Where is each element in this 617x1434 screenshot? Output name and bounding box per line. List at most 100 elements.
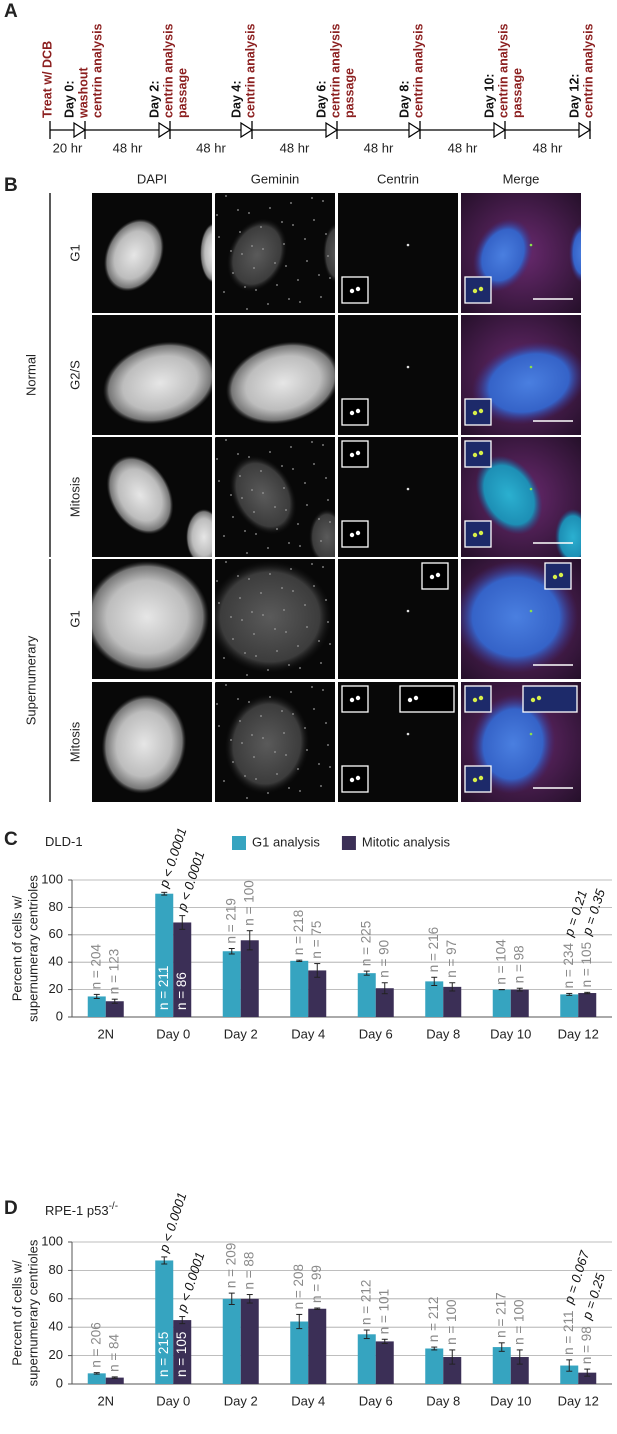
speckle <box>299 301 301 303</box>
speckle <box>251 734 253 736</box>
row-label: G1 <box>67 610 82 627</box>
centriole <box>355 775 361 781</box>
speckle <box>223 780 225 782</box>
n-label: n = 105 <box>174 1332 189 1377</box>
speckle <box>329 521 331 523</box>
speckle <box>225 561 227 563</box>
speckle <box>318 640 320 642</box>
panel-letter: C <box>4 829 18 850</box>
centriole <box>406 732 410 736</box>
speckle <box>223 535 225 537</box>
centriole <box>558 572 564 578</box>
speckle <box>329 277 331 279</box>
speckle <box>239 475 241 477</box>
centriole <box>349 288 355 294</box>
speckle <box>251 489 253 491</box>
n-label: n = 225 <box>358 921 373 966</box>
event-note: centrin analysis <box>328 23 342 118</box>
nucleus <box>101 694 187 794</box>
x-tick-label: Day 10 <box>490 1026 531 1041</box>
speckle <box>325 233 327 235</box>
inset-box <box>341 685 369 713</box>
n-label: n = 206 <box>88 1322 103 1367</box>
inset-box <box>464 765 492 793</box>
micrograph <box>338 315 458 435</box>
inset-box <box>464 398 492 426</box>
n-label: n = 98 <box>511 945 526 983</box>
column-header: DAPI <box>137 171 167 186</box>
n-label: n = 204 <box>88 943 103 989</box>
timeline-arrow <box>325 121 339 139</box>
bar <box>492 1347 511 1384</box>
column-header: Centrin <box>377 171 419 186</box>
speckle <box>306 626 308 628</box>
speckle <box>313 463 315 465</box>
centriole <box>472 452 478 458</box>
nucleus <box>229 455 297 535</box>
speckle <box>253 633 255 635</box>
centriole <box>529 365 533 369</box>
panel-letter: B <box>4 175 18 196</box>
speckle <box>248 212 250 214</box>
centriole <box>478 775 484 781</box>
bar <box>308 1308 327 1384</box>
x-tick-label: 2N <box>97 1393 114 1408</box>
micrograph <box>461 193 581 313</box>
speckle <box>311 563 313 565</box>
n-label: n = 105 <box>579 942 594 987</box>
speckle <box>311 441 313 443</box>
event-note: centrin analysis <box>581 23 595 118</box>
event-note: passage <box>510 68 524 118</box>
legend-swatch <box>232 836 246 850</box>
speckle <box>283 609 285 611</box>
row-label: G1 <box>67 244 82 261</box>
bar <box>105 1001 124 1017</box>
x-tick-label: Day 10 <box>490 1393 531 1408</box>
inset-box <box>341 398 369 426</box>
speckle <box>244 652 246 654</box>
speckle <box>260 715 262 717</box>
speckle <box>215 559 216 560</box>
speckle <box>223 291 225 293</box>
speckle <box>327 621 329 623</box>
centriole <box>407 697 413 703</box>
speckle <box>246 552 248 554</box>
speckle <box>237 453 239 455</box>
speckle <box>327 255 329 257</box>
column-header: Geminin <box>251 171 299 186</box>
speckle <box>306 749 308 751</box>
y-axis-label: Percent of cells w/ <box>9 1260 24 1366</box>
speckle <box>269 207 271 209</box>
speckle <box>232 638 234 640</box>
nucleus <box>470 694 556 794</box>
interval-label: 48 hr <box>196 140 226 155</box>
speckle <box>329 643 331 645</box>
centriole <box>529 243 533 247</box>
n-label: n = 219 <box>223 898 238 943</box>
centriole <box>529 609 533 613</box>
n-label: n = 211 <box>156 966 171 1010</box>
speckle <box>260 470 262 472</box>
bar <box>240 1298 259 1384</box>
speckle <box>251 245 253 247</box>
speckle <box>215 193 216 194</box>
x-tick-label: Day 12 <box>558 1393 599 1408</box>
speckle <box>318 518 320 520</box>
n-label: n = 100 <box>241 880 256 925</box>
inset-box <box>464 440 492 468</box>
speckle <box>237 575 239 577</box>
x-tick-label: Day 8 <box>426 1026 460 1041</box>
centriole <box>406 243 410 247</box>
speckle <box>304 727 306 729</box>
micrograph <box>338 193 458 313</box>
centriole <box>478 695 484 701</box>
nucleus <box>475 455 543 535</box>
x-tick-label: Day 0 <box>156 1026 190 1041</box>
nucleus <box>309 509 335 557</box>
speckle <box>329 766 331 768</box>
y-tick-label: 80 <box>49 899 63 914</box>
y-tick-label: 20 <box>49 1347 63 1362</box>
n-label: n = 215 <box>156 1332 171 1377</box>
speckle <box>306 260 308 262</box>
y-tick-label: 100 <box>41 871 63 886</box>
